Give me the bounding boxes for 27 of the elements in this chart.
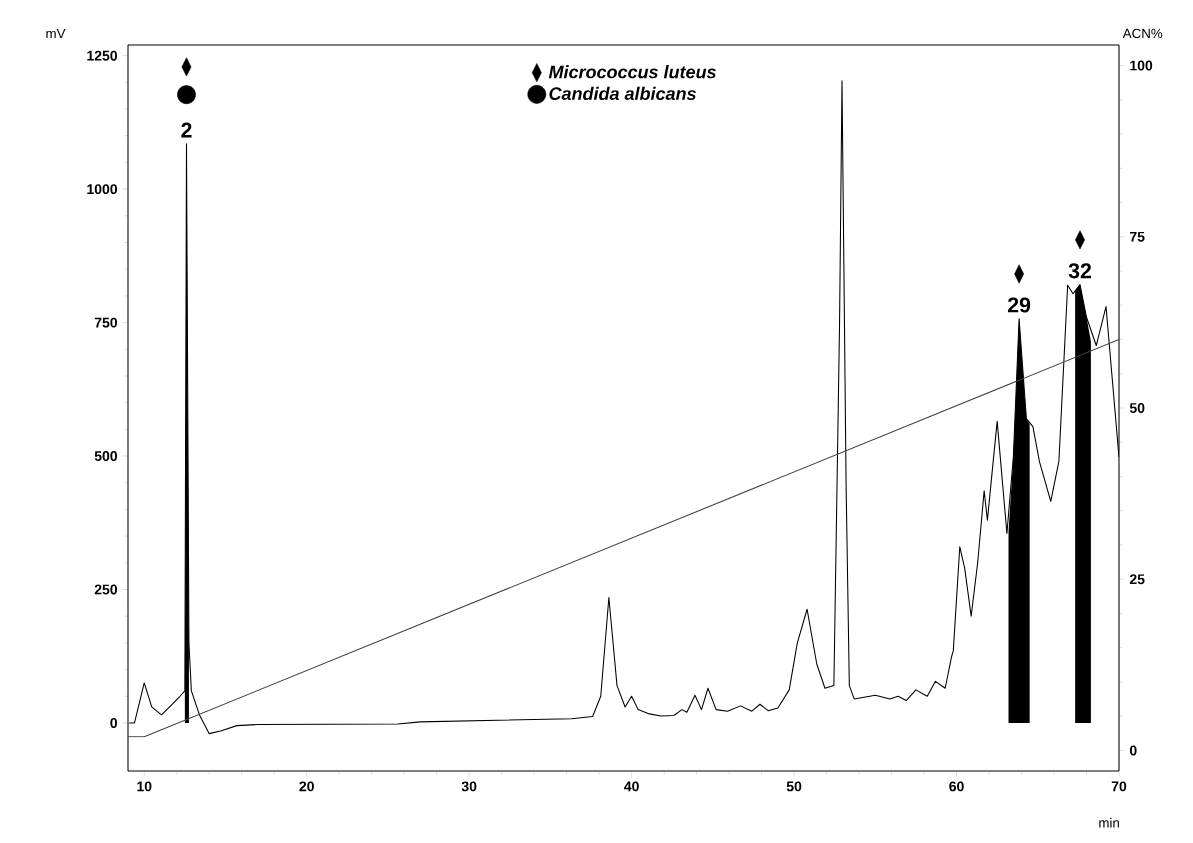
point — [177, 85, 196, 104]
y-axis-title: mV — [46, 28, 66, 39]
annotation: 29 — [1007, 297, 1031, 313]
y2-tick-label: 50 — [1129, 403, 1145, 413]
x-tick-label: 30 — [461, 781, 477, 792]
y-tick-label: 750 — [94, 317, 118, 328]
y2-tick-label: 0 — [1129, 745, 1137, 756]
y2-axis-title: ACN% — [1122, 28, 1163, 39]
legend-label: Micrococcus luteus — [548, 65, 716, 79]
y2-tick-label: 100 — [1130, 60, 1153, 71]
x-tick-label: 40 — [624, 781, 639, 792]
x-tick-label: 50 — [786, 781, 802, 792]
x-tick-label: 20 — [299, 781, 314, 792]
annotation: 32 — [1068, 263, 1092, 279]
annotation: 2 — [181, 122, 192, 138]
y-tick-label: 0 — [110, 718, 118, 728]
y-tick-label: 1000 — [87, 184, 118, 195]
y2-tick-label: 25 — [1129, 574, 1145, 585]
x-tick-label: 10 — [137, 781, 152, 792]
y-tick-label: 250 — [94, 584, 118, 595]
legend-label: Candida albicans — [549, 86, 696, 101]
x-tick-label: 60 — [949, 781, 964, 792]
x-axis-title: min — [1099, 817, 1119, 828]
y2-tick-label: 75 — [1130, 231, 1145, 242]
y-tick-label: 500 — [94, 451, 118, 462]
x-tick-label: 70 — [1111, 781, 1127, 792]
y-tick-label: 1250 — [87, 50, 118, 61]
